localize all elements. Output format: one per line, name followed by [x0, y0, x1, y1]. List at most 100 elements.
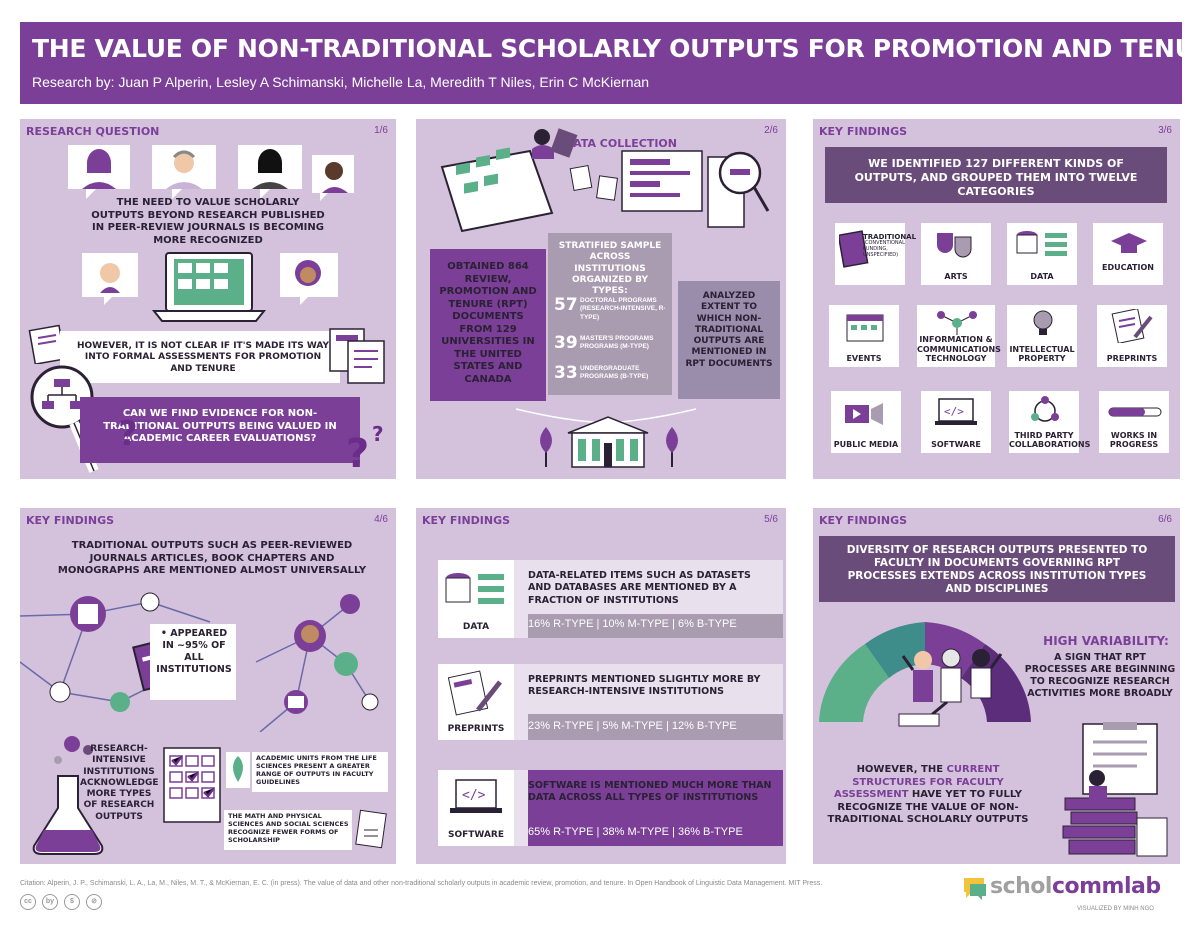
code-icon: </>	[450, 779, 502, 813]
type-desc: UNDERGRADUATE PROGRAMS (B-TYPE)	[580, 365, 649, 381]
video-icon	[845, 403, 883, 425]
category-ict: INFORMATION & COMMUNICATIONS TECHNOLOGY	[917, 305, 1001, 367]
svg-text:?: ?	[346, 431, 369, 473]
avatar-icon	[312, 155, 354, 201]
category-public-media: PUBLIC MEDIA	[831, 391, 901, 453]
cc-nc-icon: $	[64, 894, 80, 910]
category-intellectual-property: INTELLECTUAL PROPERTY	[1007, 305, 1077, 367]
icon-label: SOFTWARE	[448, 830, 504, 840]
appeared-box	[150, 624, 236, 700]
however-text: HOWEVER, the CURRENT STRUCTURES for FACU…	[819, 764, 1037, 827]
icon-box: DATA	[438, 560, 514, 638]
document-icon	[355, 809, 387, 849]
type-desc: DOCTORAL PROGRAMS (RESEARCH-INTENSIVE, R…	[580, 297, 666, 321]
card-text: SOFTWARE is MENTIONED MUCH MORE than DAT…	[528, 780, 772, 804]
math-sciences-text: THE MATH and PHYSICAL SCIENCES and SOCIA…	[228, 812, 349, 845]
research-need-text: THE NEED to VALUE SCHOLARLY OUTPUTS BEYO…	[91, 197, 325, 246]
panel-label: KEY FINDINGS	[819, 514, 908, 527]
type-row-b: 33 UNDERGRADUATE PROGRAMS (B-TYPE)	[554, 363, 670, 391]
category-label: WORKS IN PROGRESS	[1109, 430, 1159, 449]
svg-text:?: ?	[118, 414, 138, 453]
question-icon: ?	[118, 414, 138, 453]
panel-key-findings-traditional: KEY FINDINGS 4/6 TRADITIONAL OUTPUTS suc…	[20, 508, 396, 864]
tree-icon	[540, 427, 552, 467]
network-icon	[20, 592, 379, 732]
type-row-r: 57 DOCTORAL PROGRAMS (RESEARCH-INTENSIVE…	[554, 295, 670, 329]
obtained-documents-text: OBTAINED 864 REVIEW, PROMOTION and TENUR…	[439, 261, 537, 385]
category-data: DATA	[1007, 223, 1077, 285]
panel-number: 5/6	[764, 514, 778, 525]
code-icon: </>	[935, 398, 977, 425]
category-events: EVENTS	[829, 305, 899, 367]
panel-label: RESEARCH QUESTION	[26, 125, 160, 138]
checklist-icon	[163, 747, 221, 823]
life-sciences-box	[252, 752, 388, 792]
card-stats: 16% R-TYPE | 10% M-TYPE | 6% B-TYPE	[528, 618, 737, 630]
category-label: ARTS	[944, 271, 968, 281]
life-sciences-text: ACADEMIC UNITS from the LIFE SCIENCES PR…	[256, 754, 377, 787]
stats-bar	[528, 770, 783, 846]
research-question-text: CAN WE FIND EVIDENCE for NON-TRADITIONAL…	[103, 408, 337, 444]
category-label: PUBLIC MEDIA	[833, 439, 899, 449]
logo-part: schol	[990, 874, 1052, 899]
analyzed-extent-text: ANALYZED EXTENT to WHICH NON-TRADITIONAL…	[685, 291, 773, 369]
type-count: 57	[554, 295, 578, 315]
network-icon	[937, 311, 977, 335]
avatar-icon	[152, 145, 216, 199]
card-stats: 23% R-TYPE | 5% M-TYPE | 12% B-TYPE	[528, 720, 737, 732]
panel-key-findings-diversity: KEY FINDINGS 6/6 DIVERSITY of RESEARCH O…	[813, 508, 1180, 864]
math-sciences-box	[224, 810, 352, 850]
research-intensive-text: RESEARCH-INTENSIVE INSTITUTIONS ACKNOWLE…	[80, 744, 159, 822]
cc-by-icon: by	[42, 894, 58, 910]
people-icon	[901, 648, 1003, 703]
calendar-icon	[846, 314, 884, 342]
panel-label: KEY FINDINGS	[26, 514, 115, 527]
panel-data-collection: 2/6 DATA COLLECTION OBTAINED 864 REVIEW,…	[416, 119, 786, 479]
formal-assessment-box	[60, 331, 340, 383]
diversity-ribbon	[819, 536, 1175, 602]
flask-icon	[32, 736, 104, 855]
formal-assessment-text: HOWEVER, IT is not CLEAR if IT'S MADE IT…	[77, 341, 329, 374]
panel-number: 2/6	[764, 125, 778, 136]
panel-label: KEY FINDINGS	[819, 125, 908, 138]
category-label: THIRD PARTY COLLABORATIONS	[1009, 430, 1091, 449]
category-label: PREPRINTS	[1106, 353, 1158, 363]
progress-bar-icon	[1108, 407, 1162, 417]
book-icon	[839, 230, 869, 268]
stats-bar	[528, 714, 783, 740]
panel-label: KEY FINDINGS	[422, 514, 511, 527]
category-works-in-progress: WORKS IN PROGRESS	[1099, 391, 1169, 453]
icon-label: PREPRINTS	[447, 724, 505, 734]
panel-research-question: RESEARCH QUESTION 1/6 THE NEED to VALUE …	[20, 119, 396, 479]
avatar-icon	[68, 145, 130, 199]
category-label: EVENTS	[846, 353, 882, 363]
research-question-box	[80, 397, 360, 463]
panel-number: 1/6	[374, 125, 388, 136]
type-desc: MASTER'S PROGRAMS PROGRAMS (M-TYPE)	[580, 335, 654, 351]
title-banner: THE VALUE OF NON-TRADITIONAL SCHOLARLY O…	[20, 22, 1200, 104]
pencil-icon	[448, 670, 502, 716]
svg-text:</>: </>	[944, 405, 964, 418]
card-stats: 65% R-TYPE | 38% M-TYPE | 36% B-TYPE	[528, 826, 743, 838]
laptop-icon	[82, 252, 338, 322]
svg-text:</>: </>	[462, 788, 486, 803]
stat-card-preprints: PREPRINTS PREPRINTS MENTIONED SLIGHTLY M…	[438, 664, 783, 740]
analyzed-extent-box	[678, 281, 780, 399]
graduation-cap-icon	[1111, 233, 1147, 253]
authors-line: Research by: Juan P Alperin, Lesley A Sc…	[32, 74, 650, 90]
tree-icon	[666, 427, 678, 467]
lightbulb-icon	[1033, 310, 1053, 335]
appeared-text: • APPEARED in ~95% of ALL INSTITUTIONS	[156, 628, 232, 675]
high-variability-title: HIGH VARIABILITY:	[1043, 634, 1169, 648]
category-education: EDUCATION	[1093, 223, 1163, 285]
type-count: 39	[554, 333, 578, 353]
category-preprints: PREPRINTS	[1097, 305, 1167, 367]
icon-label: DATA	[462, 622, 490, 632]
categories-ribbon-text: WE IDENTIFIED 127 DIFFERENT KINDS of OUT…	[854, 157, 1138, 198]
however-prefix: HOWEVER, the	[856, 764, 947, 775]
category-traditional: TRADITIONAL (CONVENTIONAL FUNDING, UNSPEC…	[835, 223, 916, 285]
paper-stack-icon	[1062, 722, 1168, 857]
avatar-icon	[68, 145, 354, 201]
category-third-party: THIRD PARTY COLLABORATIONS	[1009, 391, 1091, 453]
cycle-icon	[1031, 396, 1059, 422]
